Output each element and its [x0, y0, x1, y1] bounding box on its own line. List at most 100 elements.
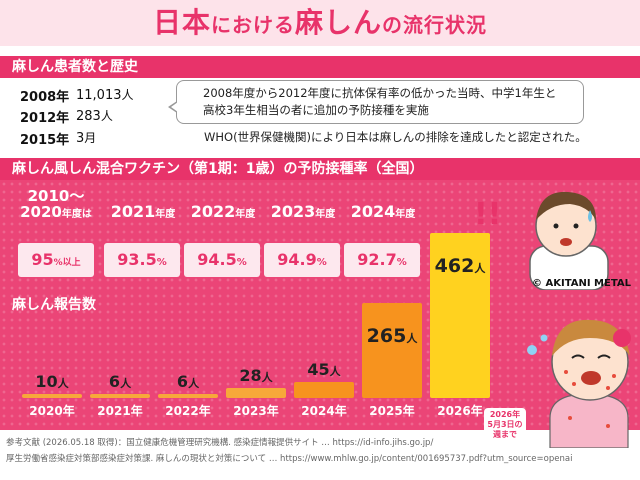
report-bar-number: 265 [366, 325, 407, 348]
report-bar-unit: 人 [261, 371, 273, 384]
history-section [0, 78, 640, 158]
history-year-2012: 2012年 [20, 111, 70, 126]
vaccine-rate-2021: 93.5% [104, 243, 180, 277]
vaccine-head-2023: 2023年度 [260, 202, 346, 221]
child-body [549, 393, 629, 448]
child-illustration [527, 319, 631, 448]
chart-caption-2026: 2026年 5月3日の 週まで [484, 408, 526, 442]
report-bar-unit: 人 [57, 377, 69, 390]
report-bar [430, 233, 490, 398]
report-bar [22, 394, 82, 398]
report-bar-value: 6人 [154, 372, 222, 391]
vaccine-head-2021-year: 2021 [110, 202, 156, 221]
child-eye-left [571, 354, 585, 359]
reference-line-2: 厚生労働省感染症対策部感染症対策課. 麻しんの現状と対策について … https… [6, 454, 573, 464]
report-bar-unit: 人 [406, 332, 418, 346]
exclamation-marks: !! [474, 197, 501, 232]
vaccine-head-2010-line1: 2010～ [27, 187, 85, 205]
booster-note-box: 2008年度から2012年度に抗体保有率の低かった当時、中学1年生と 高校3年生… [168, 80, 584, 124]
history-value-2012-unit: 人 [100, 109, 113, 123]
history-value-2008-num: 11,013 [76, 88, 122, 103]
vaccine-rate-2010-unit: %以上 [53, 258, 81, 268]
child-mouth [581, 371, 601, 385]
history-value-2008: 11,013人 [76, 86, 134, 103]
report-bar-unit: 人 [474, 262, 486, 275]
booster-note-line2: 高校3年生相当の者に追加の予防接種を実施 [203, 103, 429, 117]
report-bar [362, 303, 422, 398]
doctor-eye-left [553, 223, 559, 229]
who-elimination-note: WHO(世界保健機関)により日本は麻しんの排除を達成したと認定された。 [204, 130, 587, 144]
caption-line3: 週まで [493, 430, 517, 439]
title-part-japan: 日本 [152, 6, 211, 39]
history-value-2012-num: 283 [76, 109, 101, 124]
caption-line2: 5月3日の [487, 420, 523, 429]
report-bar-value: 265人 [358, 325, 426, 347]
rash-spot [612, 374, 616, 378]
report-bar-number: 28 [239, 366, 262, 385]
history-value-2015-unit: 月 [84, 131, 97, 145]
report-bar-value: 28人 [222, 366, 290, 385]
tear-bubble-icon [527, 345, 537, 355]
reports-heading: 麻しん報告数 [12, 297, 96, 313]
sweat-drop-icon [588, 210, 592, 222]
rash-spot [572, 382, 576, 386]
report-bar-number: 6 [108, 372, 121, 391]
vaccine-rate-2023-value: 94.9 [277, 250, 317, 269]
vaccine-head-2024-year: 2024 [350, 202, 396, 221]
vaccine-head-2022-unit: 年度 [235, 209, 256, 220]
vaccine-rate-2023-unit: % [316, 257, 327, 268]
vaccine-head-2022: 2022年度 [180, 202, 266, 221]
rash-spot [564, 370, 568, 374]
booster-note-line1: 2008年度から2012年度に抗体保有率の低かった当時、中学1年生と [203, 86, 557, 100]
report-bar-value: 462人 [426, 255, 494, 277]
reference-line-1: 参考文献 (2026.05.18 取得)：国立健康危機管理研究機構. 感染症情報… [6, 438, 434, 448]
hair-ribbon [613, 329, 631, 347]
vaccine-rate-2021-unit: % [156, 257, 167, 268]
doctor-eye-right [573, 223, 579, 229]
vaccine-rate-2021-value: 93.5 [117, 250, 157, 269]
history-value-2015-num: 3 [76, 131, 85, 146]
report-bar-unit: 人 [188, 377, 200, 390]
vaccine-head-2021-unit: 年度 [155, 209, 176, 220]
vaccine-head-2022-year: 2022 [190, 202, 236, 221]
copyright-text: © AKITANI METAL [532, 278, 631, 289]
page-title: 日本における麻しんの流行状況 [0, 0, 640, 46]
vaccine-rate-2024-unit: % [396, 257, 407, 268]
vaccine-heading: 麻しん風しん混合ワクチン（第1期：1歳）の予防接種率（全国） [0, 158, 640, 180]
title-part-measles: 麻しん [295, 6, 383, 39]
child-hair [552, 319, 630, 356]
vaccine-head-2024-unit: 年度 [395, 209, 416, 220]
report-year-label: 2026年 [437, 404, 483, 418]
vaccine-head-2023-year: 2023 [270, 202, 316, 221]
report-year-label: 2025年 [369, 404, 415, 418]
vaccine-head-2021: 2021年度 [100, 202, 186, 221]
vaccine-rate-2010-value: 95 [31, 250, 54, 269]
doctor-mouth [560, 238, 572, 246]
vaccine-rate-2024: 92.7% [344, 243, 420, 277]
tear-bubble-icon [540, 334, 548, 342]
history-year-2008: 2008年 [20, 90, 70, 105]
report-year-label: 2023年 [233, 404, 279, 418]
history-heading: 麻しん患者数と歴史 [0, 56, 640, 78]
report-bar-number: 10 [35, 372, 58, 391]
report-bar-number: 45 [307, 359, 330, 379]
vaccine-head-2024: 2024年度 [340, 202, 426, 221]
doctor-hair [536, 191, 596, 220]
vaccine-rate-2022: 94.5% [184, 243, 260, 277]
history-value-2012: 283人 [76, 107, 113, 124]
rash-spot [606, 424, 610, 428]
history-year-2015: 2015年 [20, 133, 70, 148]
title-part-status: の流行状況 [382, 13, 488, 37]
history-value-2015: 3月 [76, 129, 96, 146]
report-bar [294, 381, 354, 398]
vaccine-head-2023-unit: 年度 [315, 209, 336, 220]
history-value-2008-unit: 人 [121, 88, 134, 102]
report-bar-number: 462 [434, 255, 475, 277]
rash-spot [606, 386, 610, 390]
report-bar-unit: 人 [329, 364, 341, 378]
title-part-in: における [211, 13, 295, 37]
vaccine-head-2010-line2: 2020年度は [14, 204, 98, 223]
report-bar [158, 394, 218, 398]
doctor-illustration: !! [474, 191, 609, 290]
report-bar-value: 10人 [18, 372, 86, 391]
